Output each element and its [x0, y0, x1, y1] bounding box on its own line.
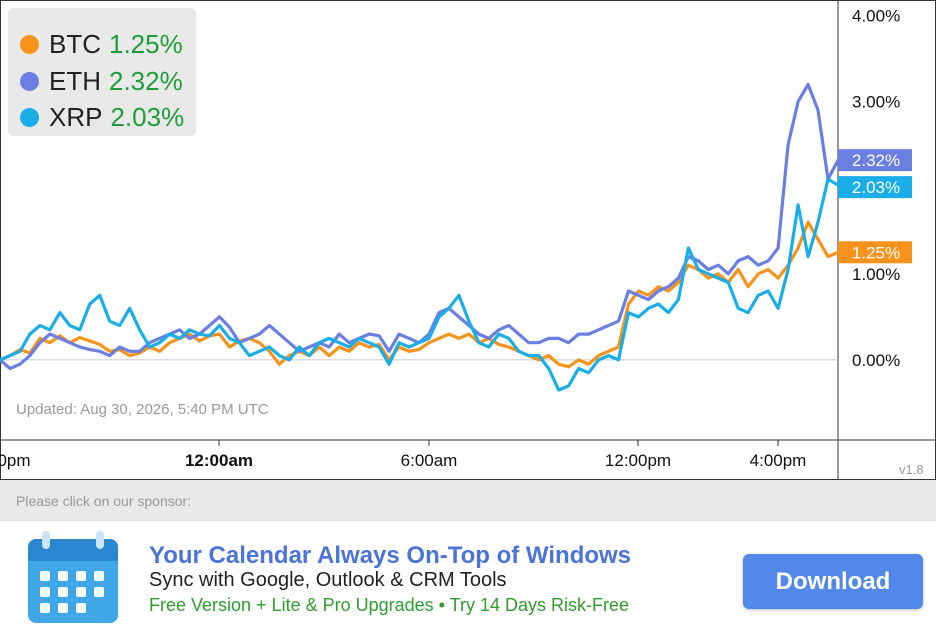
y-tick-label: 4.00% [852, 6, 900, 25]
legend-change: 1.25% [109, 28, 183, 59]
download-button[interactable]: Download [743, 554, 923, 609]
legend-change: 2.03% [110, 101, 185, 132]
end-label-eth: 2.32% [852, 151, 900, 170]
x-tick-label: 12:00pm [605, 451, 671, 470]
series-line-btc [0, 220, 840, 369]
x-tick-label: 6:00am [401, 451, 458, 470]
end-label-xrp: 2.03% [852, 178, 900, 197]
end-label-btc: 1.25% [852, 243, 900, 262]
btc-dot-icon [20, 34, 39, 54]
xrp-dot-icon [20, 107, 39, 127]
legend-symbol: ETH [49, 65, 101, 96]
updated-timestamp: Updated: Aug 30, 2026, 5:40 PM UTC [16, 401, 269, 418]
legend-symbol: XRP [49, 101, 103, 132]
sponsor-ad[interactable]: Your Calendar Always On-Top of Windows S… [0, 520, 936, 641]
ad-offer-text: Free Version + Lite & Pro Upgrades • Try… [149, 595, 629, 615]
legend-item-btc: BTC 1.25% [20, 27, 183, 61]
legend: BTC 1.25% ETH 2.32% XRP 2.03% [8, 8, 196, 136]
x-tick-label: 4:00pm [750, 451, 807, 470]
ad-subtitle: Sync with Google, Outlook & CRM Tools [149, 569, 507, 591]
sponsor-label: Please click on our sponsor: [16, 493, 192, 509]
legend-item-eth: ETH 2.32% [20, 64, 183, 98]
y-tick-label: 0.00% [852, 351, 900, 370]
y-tick-label: 1.00% [852, 265, 900, 284]
chart: 4.00% 3.00% 1.00% 0.00% 00pm 12:00am 6:00am 12:… [0, 0, 936, 480]
end-label-box-btc [838, 241, 912, 264]
legend-symbol: BTC [49, 28, 101, 59]
version-label: v1.8 [899, 462, 924, 477]
end-label-box-xrp [838, 176, 912, 199]
legend-change: 2.32% [109, 65, 183, 96]
x-tick-label: 00pm [0, 451, 31, 470]
chart-svg: 4.00% 3.00% 1.00% 0.00% 00pm 12:00am 6:00am 12:… [0, 0, 936, 480]
end-label-box-eth [838, 149, 912, 172]
ad-title[interactable]: Your Calendar Always On-Top of Windows [149, 542, 632, 569]
series-line-xrp [0, 177, 840, 392]
sponsor-bar: Please click on our sponsor: [0, 480, 936, 520]
legend-item-xrp: XRP 2.03% [20, 100, 184, 134]
calendar-icon[interactable] [26, 529, 120, 625]
x-tick-label: 12:00am [185, 451, 253, 470]
eth-dot-icon [20, 71, 39, 91]
y-tick-label: 3.00% [852, 93, 900, 112]
